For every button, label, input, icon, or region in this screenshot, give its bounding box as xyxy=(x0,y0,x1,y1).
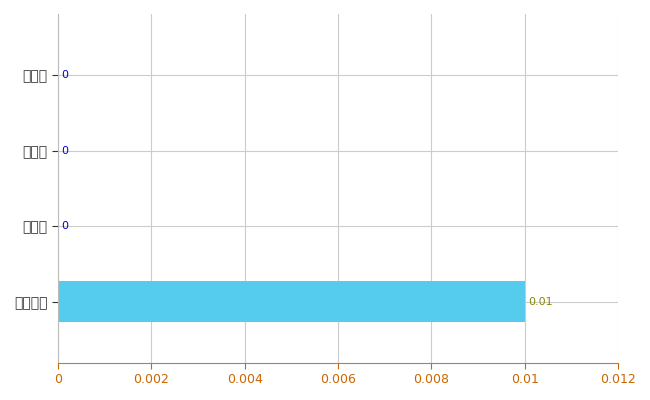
Text: 0: 0 xyxy=(62,70,68,80)
Text: 0: 0 xyxy=(62,221,68,231)
Text: 0.01: 0.01 xyxy=(528,297,553,307)
Bar xyxy=(58,281,525,322)
Text: 0: 0 xyxy=(62,146,68,156)
